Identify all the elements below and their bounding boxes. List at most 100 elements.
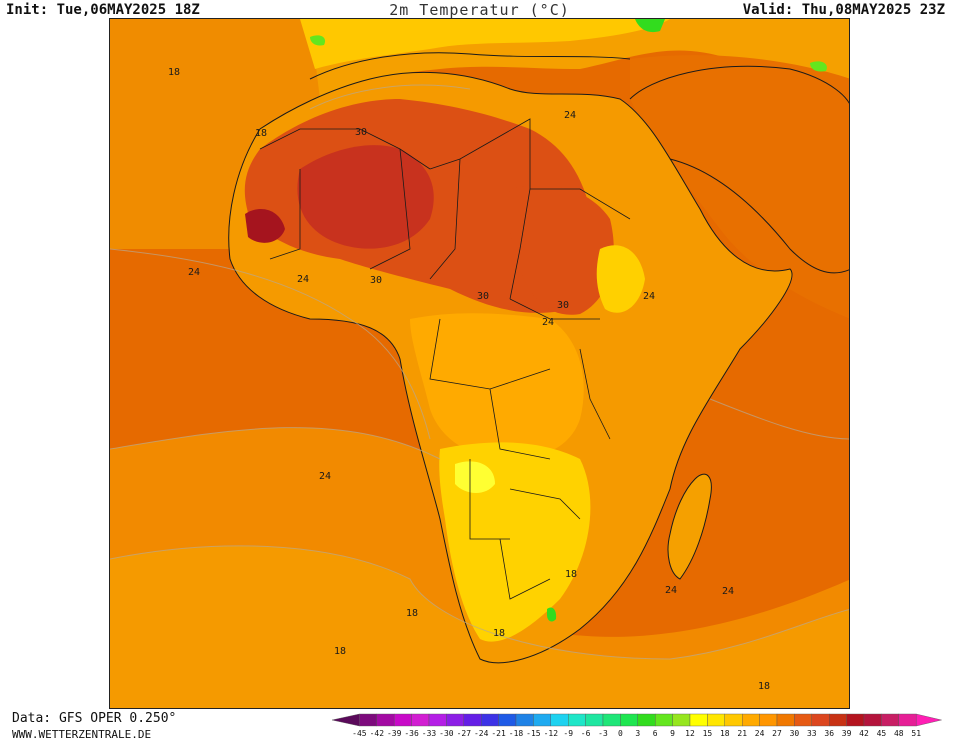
legend-swatch	[898, 713, 917, 727]
legend-tick-label: 6	[653, 729, 658, 738]
legend-tick-label: 21	[737, 729, 747, 738]
legend-tick-label: -3	[598, 729, 608, 738]
contour-label: 24	[319, 471, 331, 482]
africa-coastline	[228, 71, 793, 664]
southern-ocean-area	[110, 545, 849, 708]
website-link[interactable]: WWW.WETTERZENTRALE.DE	[12, 728, 152, 741]
legend-swatch	[567, 713, 586, 727]
central-africa-area	[410, 313, 584, 459]
legend-tick-label: -21	[491, 729, 506, 738]
contour-label: 18	[758, 681, 770, 692]
legend-tick-label: -24	[474, 729, 489, 738]
arabia-coastline	[629, 65, 849, 274]
legend-tick-label: 33	[807, 729, 817, 738]
kalahari-cool-area	[455, 461, 495, 494]
legend-swatch	[794, 713, 812, 727]
contour-label: 24	[643, 291, 655, 302]
isotherm-lines	[110, 84, 849, 660]
legend-tick-label: 9	[670, 729, 675, 738]
legend-tick-label: -27	[457, 729, 472, 738]
init-time: Init: Tue,06MAY2025 18Z	[6, 2, 200, 18]
contour-label: 24	[564, 110, 576, 121]
legend-swatch	[515, 713, 534, 727]
legend-swatch	[331, 713, 360, 727]
legend-swatch	[585, 713, 604, 727]
legend-swatch	[393, 713, 412, 727]
north-cold-spot	[635, 19, 665, 33]
legend-tick-label: 48	[894, 729, 904, 738]
legend-swatch	[463, 713, 482, 727]
legend-swatch	[411, 713, 430, 727]
map-title: 2m Temperatur (°C)	[389, 1, 570, 19]
legend-swatch	[672, 713, 691, 727]
contour-label: 18	[168, 67, 180, 78]
europe-cool-area	[300, 19, 670, 69]
madagascar-area	[668, 474, 712, 579]
contour-label: 18	[406, 608, 418, 619]
legend-tick-label: 3	[635, 729, 640, 738]
legend-tick-label: 0	[618, 729, 623, 738]
legend-swatch	[620, 713, 638, 727]
legend-tick-label: -39	[387, 729, 402, 738]
legend-tick-label: -33	[422, 729, 437, 738]
legend-tick-label: 30	[790, 729, 800, 738]
legend-swatch	[376, 713, 395, 727]
contour-label: 18	[565, 569, 577, 580]
lesotho-cold-area	[547, 607, 557, 622]
contour-label: 18	[493, 628, 505, 639]
legend-tick-label: -18	[509, 729, 524, 738]
map-canvas: 18 18 30 24 24 24 30 30 30 24 24 24 18 1…	[110, 19, 849, 708]
sudan-hot-area	[508, 185, 614, 315]
legend-tick-labels: -45 -42 -39 -3 6 -33 -30 -27 -24 -21 -18 -15 -12 -9 -6…	[352, 729, 921, 738]
color-legend: -45 -42 -39 -3 6 -33 -30 -27 -24 -21 -18 -15 -12 -9 -6…	[331, 713, 942, 738]
legend-swatch	[498, 713, 517, 727]
legend-swatch	[446, 713, 465, 727]
legend-swatch	[811, 713, 830, 727]
legend-tick-label: -45	[352, 729, 367, 738]
legend-tick-label: 18	[720, 729, 730, 738]
data-source: Data: GFS OPER 0.250°	[12, 711, 177, 726]
legend-swatch	[776, 713, 795, 727]
contour-label: 24	[542, 317, 554, 328]
contour-label: 18	[334, 646, 346, 657]
temperature-map[interactable]: 18 18 30 24 24 24 30 30 30 24 24 24 18 1…	[109, 18, 850, 709]
legend-swatch	[881, 713, 900, 727]
legend-swatch	[480, 713, 499, 727]
contour-label: 24	[665, 585, 677, 596]
legend-tick-label: -6	[581, 729, 591, 738]
legend-tick-label: -9	[563, 729, 573, 738]
contour-label: 30	[557, 300, 569, 311]
legend-swatch	[359, 713, 377, 727]
legend-swatch	[759, 713, 778, 727]
legend-swatch	[863, 713, 882, 727]
alps-cold-spot	[310, 35, 326, 46]
mediterranean-coastline	[309, 52, 631, 80]
legend-swatch	[846, 713, 865, 727]
legend-tick-label: -15	[526, 729, 541, 738]
valid-time: Valid: Thu,08MAY2025 23Z	[742, 2, 945, 18]
legend-swatch	[655, 713, 673, 727]
legend-tick-label: 36	[824, 729, 834, 738]
legend-tick-label: 42	[859, 729, 869, 738]
legend-tick-label: 12	[685, 729, 695, 738]
legend-swatch	[550, 713, 569, 727]
legend-tick-label: -30	[439, 729, 454, 738]
contour-label-group: 18 18 30 24 24 24 30 30 30 24 24 24 18 1…	[168, 67, 770, 692]
contour-label: 24	[188, 267, 200, 278]
legend-tick-label: -12	[544, 729, 559, 738]
legend-swatch	[428, 713, 447, 727]
madagascar-coastline	[667, 473, 712, 580]
mali-core-area	[245, 209, 285, 243]
caucasus-cold-spot	[810, 61, 827, 72]
contour-label: 30	[370, 275, 382, 286]
contour-label: 30	[355, 127, 367, 138]
country-borders	[259, 118, 631, 600]
legend-tick-label: 45	[877, 729, 887, 738]
legend-tick-label: -42	[370, 729, 385, 738]
contour-label: 30	[477, 291, 489, 302]
legend-swatch	[689, 713, 708, 727]
legend-swatch	[533, 713, 551, 727]
legend-swatches	[331, 713, 942, 727]
contour-label: 24	[722, 586, 734, 597]
legend-tick-label: 51	[911, 729, 921, 738]
